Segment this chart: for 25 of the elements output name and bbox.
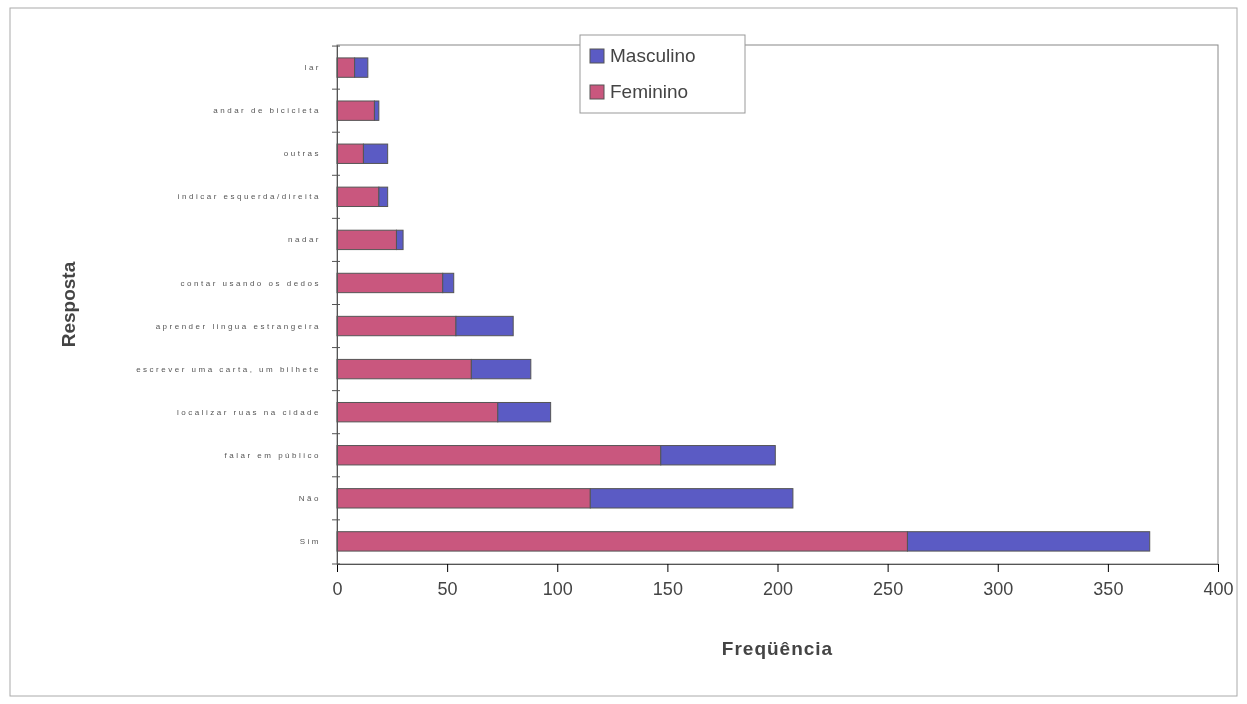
y-tick-label: localizar ruas na cidade: [176, 407, 321, 417]
legend-label: Masculino: [610, 45, 696, 66]
x-tick-label: 0: [332, 578, 343, 599]
y-tick-label: contar usando os dedos: [180, 278, 321, 288]
y-tick-label: nadar: [288, 235, 321, 245]
y-tick-label: aprender lingua estrangeira: [155, 321, 321, 331]
x-tick-label: 250: [873, 578, 904, 599]
y-tick-label: lar: [304, 63, 321, 73]
legend-label: Feminino: [610, 81, 689, 102]
x-axis-title: Freqüência: [721, 638, 834, 659]
x-tick-label: 50: [437, 578, 458, 599]
x-tick-label: 200: [762, 578, 794, 599]
x-tick-label: 100: [542, 578, 573, 599]
x-tick-label: 400: [1203, 578, 1234, 599]
x-tick-label: 300: [983, 578, 1014, 599]
y-tick-label: Sim: [299, 536, 321, 546]
y-tick-label: andar de bicicleta: [213, 106, 321, 116]
y-tick-label: falar em público: [224, 450, 321, 460]
x-tick-label: 150: [652, 578, 683, 599]
y-axis-title: Resposta: [58, 261, 79, 348]
y-tick-label: Não: [298, 493, 321, 503]
y-tick-label: escrever uma carta, um bilhete: [136, 364, 321, 374]
x-tick-label: 350: [1093, 578, 1124, 599]
y-tick-label: indicar esquerda/direita: [177, 192, 321, 202]
y-tick-label: outras: [283, 149, 321, 159]
